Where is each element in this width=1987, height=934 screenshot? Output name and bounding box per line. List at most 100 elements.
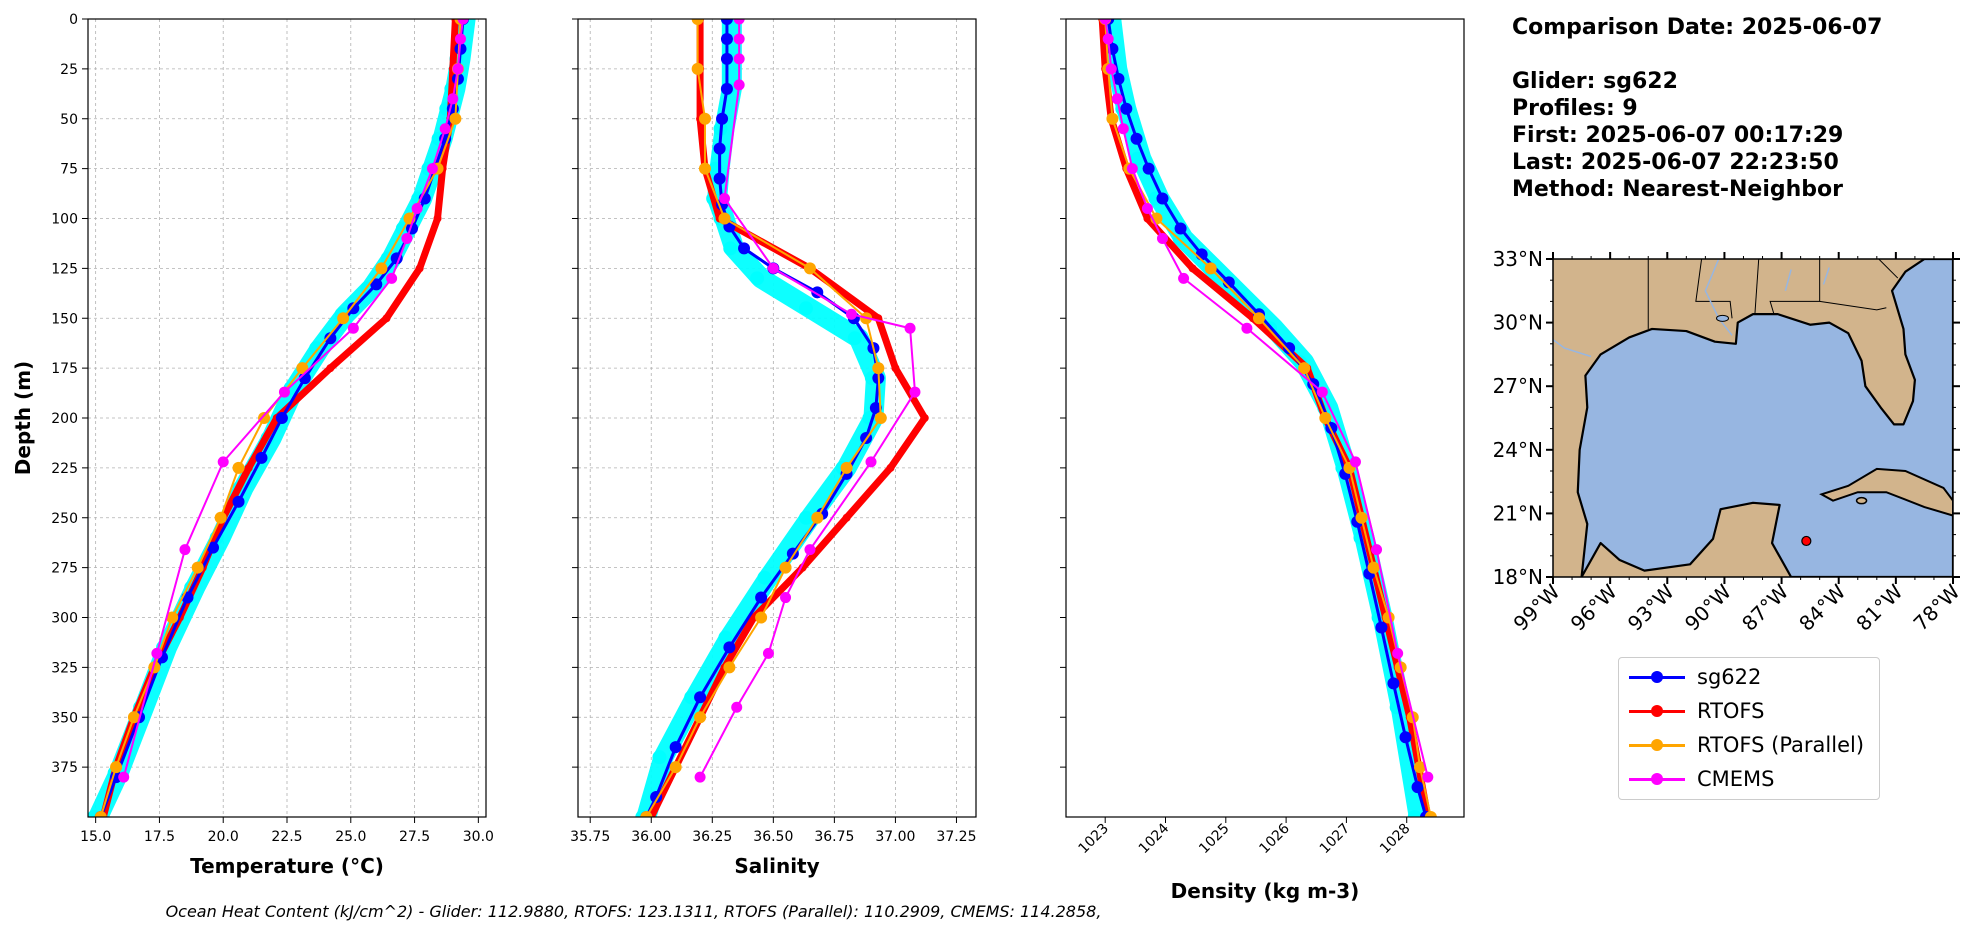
data-point (1188, 264, 1197, 273)
data-point (840, 461, 853, 474)
series-line (1104, 19, 1432, 817)
legend-item-rtofs: RTOFS (1629, 696, 1764, 726)
glider-name: Glider: sg622 (1512, 69, 1678, 94)
data-point (382, 314, 391, 323)
lon-tick-label: 87°W (1737, 579, 1793, 635)
data-point (1371, 544, 1383, 556)
location-map: 33°N30°N27°N24°N21°N18°N99°W 96°W 93°W 90°W… (1493, 247, 1965, 636)
lat-tick-label: 21°N (1493, 501, 1543, 525)
y-ticks (572, 18, 578, 768)
data-point (755, 591, 768, 604)
y-tick-label: 175 (51, 361, 78, 377)
data-point (1316, 386, 1328, 398)
data-point (415, 264, 424, 273)
x-ticks: 1023 1024 1025 1026 1027 1028 (1076, 817, 1414, 857)
data-point (94, 811, 107, 817)
lat-tick-label: 18°N (1493, 565, 1543, 589)
glider-spread-point (723, 241, 738, 256)
data-point (904, 322, 916, 334)
state-border (1769, 259, 1821, 315)
x-tick-label: 17.5 (144, 829, 175, 845)
data-point (755, 611, 768, 624)
lon-tick-label: 90°W (1680, 579, 1736, 635)
glider-spread-point (750, 271, 765, 286)
data-point (1178, 272, 1190, 284)
x-tick-label: 37.00 (875, 829, 915, 845)
x-axis-label: Density (kg m-3) (1171, 879, 1360, 903)
plot-area (88, 19, 476, 817)
data-point (296, 362, 309, 375)
last-time: Last: 2025-06-07 22:23:50 (1512, 150, 1839, 175)
x-tick-label: 22.5 (271, 829, 302, 845)
data-point (1355, 511, 1368, 524)
profile-count: Profiles: 9 (1512, 96, 1638, 121)
data-point (713, 172, 726, 185)
data-point (1120, 102, 1133, 115)
river (1822, 267, 1830, 285)
data-point (694, 711, 707, 724)
data-point (713, 142, 726, 155)
x-tick-label: 36.00 (631, 829, 671, 845)
data-point (1112, 72, 1125, 85)
data-point (669, 761, 682, 774)
data-point (452, 63, 464, 75)
y-ticks: 0 25 50 75 100 125 150 175 200 225 250 275 300 325 350… (51, 12, 88, 776)
lake (1716, 314, 1730, 322)
temperature-panel: 15.0 17.5 20.0 22.5 25.0 27.5 30.0 0 25 50 75 100 12… (11, 12, 494, 878)
glider-spread (1101, 19, 1429, 817)
legend-item-cmems: CMEMS (1629, 764, 1775, 794)
first-time: First: 2025-06-07 00:17:29 (1512, 123, 1844, 148)
data-point (1319, 412, 1332, 424)
river (1704, 259, 1733, 336)
data-point (1349, 456, 1361, 468)
data-point (698, 162, 711, 175)
x-tick-label: 1028 (1377, 821, 1414, 858)
data-point (779, 561, 792, 574)
data-point (718, 212, 731, 225)
y-tick-label: 125 (51, 261, 78, 277)
series-rtofs-parallel- (640, 19, 887, 817)
data-point (457, 19, 469, 25)
data-point (151, 647, 163, 659)
lon-tick-label: 78°W (1909, 579, 1965, 635)
series-line (1104, 19, 1429, 778)
data-point (716, 112, 729, 125)
data-point (698, 112, 711, 125)
data-point (720, 32, 733, 45)
data-point (1102, 33, 1114, 45)
data-point (811, 511, 824, 524)
data-point (803, 262, 816, 275)
glider-spread-point (847, 331, 862, 346)
lat-tick-label: 27°N (1493, 374, 1543, 398)
series-line (1098, 19, 1432, 817)
data-point (326, 364, 335, 373)
data-point (347, 322, 359, 334)
data-point (762, 647, 774, 659)
data-point (738, 242, 751, 255)
legend-swatch (1629, 735, 1685, 755)
data-point (842, 513, 851, 522)
series-rtofs-parallel- (1099, 19, 1437, 817)
state-border (1819, 300, 1887, 311)
data-point (691, 62, 704, 75)
data-point (804, 544, 816, 556)
data-point (337, 312, 350, 325)
data-point (426, 163, 438, 175)
data-point (127, 711, 140, 724)
data-point (780, 592, 792, 604)
y-tick-label: 100 (51, 212, 78, 228)
series-sg622 (640, 19, 885, 817)
data-point (723, 641, 736, 654)
series-cmems (118, 19, 469, 783)
y-tick-label: 50 (60, 112, 78, 128)
data-point (1252, 312, 1265, 325)
x-ticks: 35.75 36.00 36.25 36.50 36.75 37.00 37.25 (570, 817, 977, 845)
series-line (1106, 19, 1428, 817)
data-point (733, 53, 745, 65)
data-point (1156, 192, 1169, 205)
data-point (411, 203, 423, 215)
data-point (872, 362, 885, 375)
data-point (731, 701, 743, 713)
data-point (1375, 621, 1388, 634)
